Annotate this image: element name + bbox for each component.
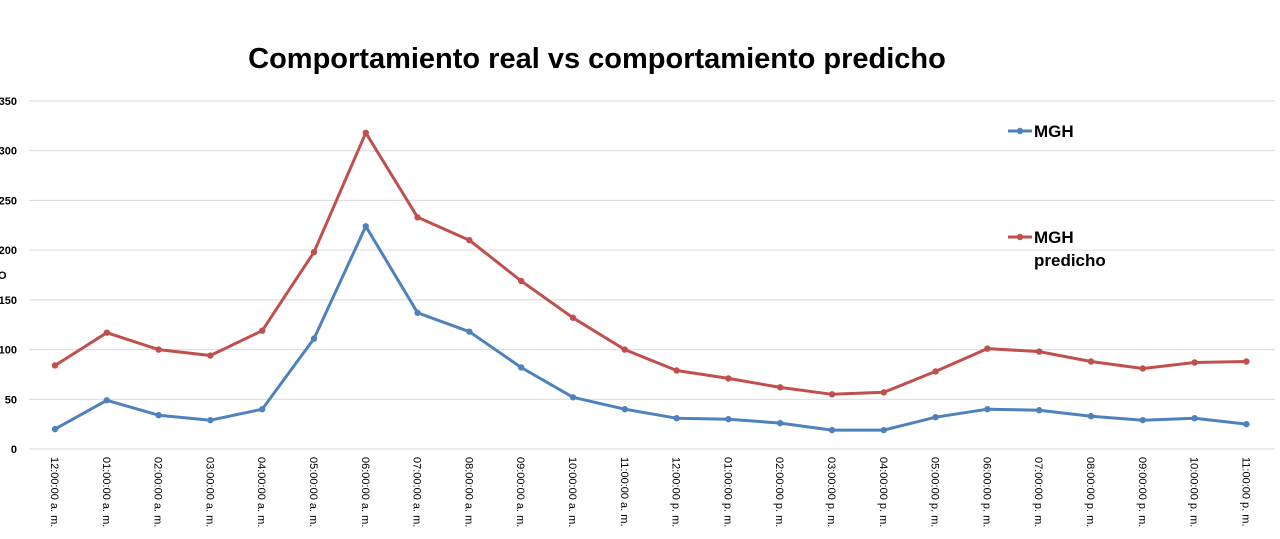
data-point <box>880 426 887 434</box>
legend-label: MGH <box>1034 228 1074 247</box>
data-point <box>414 214 421 221</box>
x-tick-label: 08:00:00 a. m. <box>462 457 474 527</box>
x-tick-label: 01:00:00 a. m. <box>100 457 112 527</box>
y-tick-label: 300 <box>0 146 17 158</box>
legend-marker <box>1016 233 1024 241</box>
data-point <box>1087 412 1095 420</box>
data-point <box>1036 348 1043 355</box>
legend-marker <box>1016 127 1024 135</box>
data-point <box>1087 358 1095 365</box>
x-tick-label: 08:00:00 p. m. <box>1084 457 1096 527</box>
data-point <box>673 414 680 422</box>
x-tick-label: 06:00:00 p. m. <box>980 457 992 527</box>
y-tick-label: 0 <box>11 444 17 456</box>
x-tick-label: 09:00:00 a. m. <box>514 457 526 527</box>
data-point <box>518 364 525 371</box>
data-point <box>155 411 162 419</box>
data-point <box>932 368 939 375</box>
data-point <box>673 367 680 374</box>
x-tick-label: 01:00:00 p. m. <box>721 457 733 527</box>
data-point <box>621 346 628 353</box>
x-tick-label: 10:00:00 p. m. <box>1188 457 1200 527</box>
data-point <box>569 394 577 401</box>
x-tick-label: 12:00:00 p. m. <box>670 457 682 527</box>
x-tick-label: 04:00:00 p. m. <box>877 457 889 527</box>
data-point <box>466 328 473 335</box>
data-point <box>984 345 991 352</box>
data-point <box>103 397 111 404</box>
data-point <box>828 391 836 398</box>
x-tick-label: 10:00:00 a. m. <box>566 457 578 527</box>
chart-title: Comportamiento real vs comportamiento pr… <box>248 43 946 75</box>
x-tick-label: 06:00:00 a. m. <box>359 457 371 527</box>
data-point <box>1036 407 1043 414</box>
x-tick-label: 09:00:00 p. m. <box>1136 457 1148 527</box>
data-point <box>828 426 836 434</box>
legend-label: predicho <box>1034 251 1106 270</box>
y-axis-label-fragment: O <box>0 270 7 282</box>
data-point <box>569 314 577 321</box>
data-point <box>259 406 266 413</box>
data-point <box>880 389 887 396</box>
series-line <box>54 131 1247 396</box>
x-tick-label: 05:00:00 a. m. <box>307 457 319 527</box>
legend-entry: MGH <box>1008 122 1074 141</box>
x-tick-label: 05:00:00 p. m. <box>929 457 941 527</box>
data-point <box>259 327 266 334</box>
data-point <box>207 416 214 424</box>
y-axis-ticks: 0 50 100 150 200 250 300 350 <box>0 96 17 456</box>
y-tick-label: 250 <box>0 195 17 207</box>
x-tick-label: 02:00:00 a. m. <box>152 457 164 527</box>
data-point <box>155 346 162 353</box>
x-tick-label: 11:00:00 a. m. <box>618 457 630 527</box>
x-axis-ticks: 12:00:00 a. m. 01:00:00 a. m. 02:00:00 a. … <box>48 457 1251 527</box>
data-point <box>310 248 318 256</box>
data-point <box>777 384 784 391</box>
data-point <box>310 335 318 342</box>
data-point <box>1191 414 1198 422</box>
data-point <box>414 309 421 316</box>
x-tick-label: 03:00:00 p. m. <box>825 457 837 527</box>
data-point <box>51 362 59 369</box>
data-point <box>1139 365 1147 372</box>
data-point <box>362 223 369 230</box>
data-point <box>621 406 628 413</box>
legend: MGH MGH predicho <box>1008 122 1106 270</box>
data-point <box>725 415 732 423</box>
y-tick-label: 100 <box>0 345 17 357</box>
x-tick-label: 07:00:00 p. m. <box>1032 457 1044 527</box>
data-point <box>777 419 784 427</box>
data-point <box>103 329 111 336</box>
gridlines <box>29 100 1275 450</box>
x-tick-label: 07:00:00 a. m. <box>411 457 423 527</box>
legend-entry: MGH predicho <box>1008 228 1106 270</box>
data-point <box>362 129 369 137</box>
data-point <box>984 406 991 413</box>
x-tick-label: 12:00:00 a. m. <box>48 457 60 527</box>
x-tick-label: 03:00:00 a. m. <box>203 457 215 527</box>
series-mgh <box>51 223 1250 434</box>
data-point <box>1139 416 1147 424</box>
y-tick-label: 350 <box>0 96 17 108</box>
legend-label: MGH <box>1034 122 1074 141</box>
data-point <box>51 425 59 433</box>
y-tick-label: 50 <box>5 394 17 406</box>
x-tick-label: 02:00:00 p. m. <box>773 457 785 527</box>
y-tick-label: 150 <box>0 295 17 307</box>
x-tick-label: 11:00:00 p. m. <box>1239 457 1251 527</box>
data-point <box>1191 359 1198 366</box>
data-point <box>1243 420 1250 428</box>
data-point <box>207 352 214 359</box>
x-tick-label: 04:00:00 a. m. <box>255 457 267 527</box>
data-point <box>725 375 732 382</box>
data-point <box>932 413 939 421</box>
series-lines <box>51 129 1250 434</box>
series-mgh-predicho <box>51 129 1250 398</box>
data-point <box>1243 358 1250 365</box>
data-point <box>466 237 473 244</box>
data-point <box>518 277 525 285</box>
series-line <box>54 224 1247 432</box>
y-tick-label: 200 <box>0 245 17 257</box>
